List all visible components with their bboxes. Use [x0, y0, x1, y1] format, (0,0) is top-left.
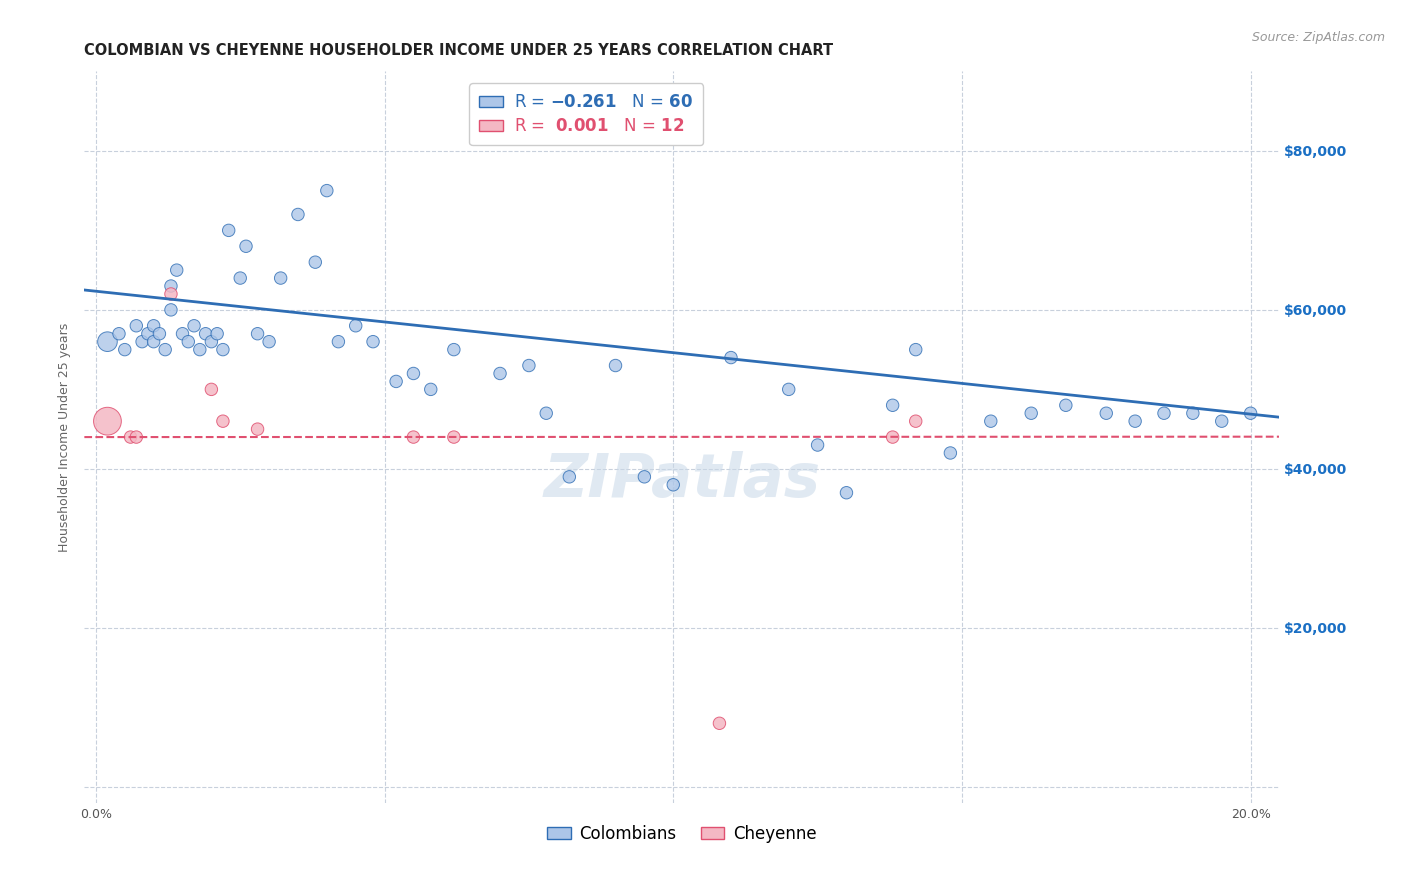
Text: ZIPatlas: ZIPatlas [543, 451, 821, 510]
Point [489, 367, 512, 381]
Point [200, 334, 222, 349]
Point [160, 287, 183, 301]
Point [142, 334, 165, 349]
Point [287, 207, 309, 221]
Point [806, 438, 828, 452]
Point [125, 318, 148, 333]
Point [183, 318, 205, 333]
Point [200, 383, 222, 397]
Point [939, 446, 962, 460]
Point [882, 398, 904, 412]
Point [328, 334, 350, 349]
Point [235, 239, 257, 253]
Point [114, 343, 136, 357]
Point [177, 334, 200, 349]
Point [270, 271, 292, 285]
Point [385, 375, 408, 389]
Point [148, 326, 170, 341]
Point [205, 326, 228, 341]
Point [344, 318, 367, 333]
Point [361, 334, 384, 349]
Point [517, 359, 540, 373]
Legend: Colombians, Cheyenne: Colombians, Cheyenne [541, 818, 823, 849]
Point [662, 477, 685, 491]
Point [136, 326, 159, 341]
Point [1211, 414, 1233, 428]
Point [904, 343, 927, 357]
Point [443, 343, 465, 357]
Y-axis label: Householder Income Under 25 years: Householder Income Under 25 years [58, 322, 72, 552]
Point [882, 430, 904, 444]
Point [536, 406, 558, 420]
Point [131, 334, 153, 349]
Point [188, 343, 211, 357]
Point [108, 326, 131, 341]
Point [125, 430, 148, 444]
Point [229, 271, 252, 285]
Point [160, 279, 183, 293]
Point [835, 485, 858, 500]
Point [153, 343, 176, 357]
Point [402, 367, 425, 381]
Point [1123, 414, 1146, 428]
Point [402, 430, 425, 444]
Text: Source: ZipAtlas.com: Source: ZipAtlas.com [1251, 31, 1385, 45]
Point [166, 263, 188, 277]
Point [419, 383, 441, 397]
Point [1054, 398, 1077, 412]
Point [720, 351, 742, 365]
Point [315, 184, 337, 198]
Point [709, 716, 731, 731]
Point [172, 326, 194, 341]
Point [218, 223, 240, 237]
Point [633, 470, 655, 484]
Point [778, 383, 800, 397]
Point [904, 414, 927, 428]
Point [980, 414, 1002, 428]
Point [142, 318, 165, 333]
Point [1095, 406, 1118, 420]
Point [160, 302, 183, 317]
Point [1153, 406, 1175, 420]
Point [1239, 406, 1261, 420]
Point [212, 343, 235, 357]
Point [1019, 406, 1042, 420]
Point [120, 430, 142, 444]
Point [1181, 406, 1204, 420]
Point [304, 255, 326, 269]
Point [257, 334, 280, 349]
Point [212, 414, 235, 428]
Point [558, 470, 581, 484]
Point [246, 422, 269, 436]
Point [96, 334, 118, 349]
Point [96, 414, 118, 428]
Point [443, 430, 465, 444]
Text: COLOMBIAN VS CHEYENNE HOUSEHOLDER INCOME UNDER 25 YEARS CORRELATION CHART: COLOMBIAN VS CHEYENNE HOUSEHOLDER INCOME… [84, 43, 834, 58]
Point [605, 359, 627, 373]
Point [194, 326, 217, 341]
Point [246, 326, 269, 341]
